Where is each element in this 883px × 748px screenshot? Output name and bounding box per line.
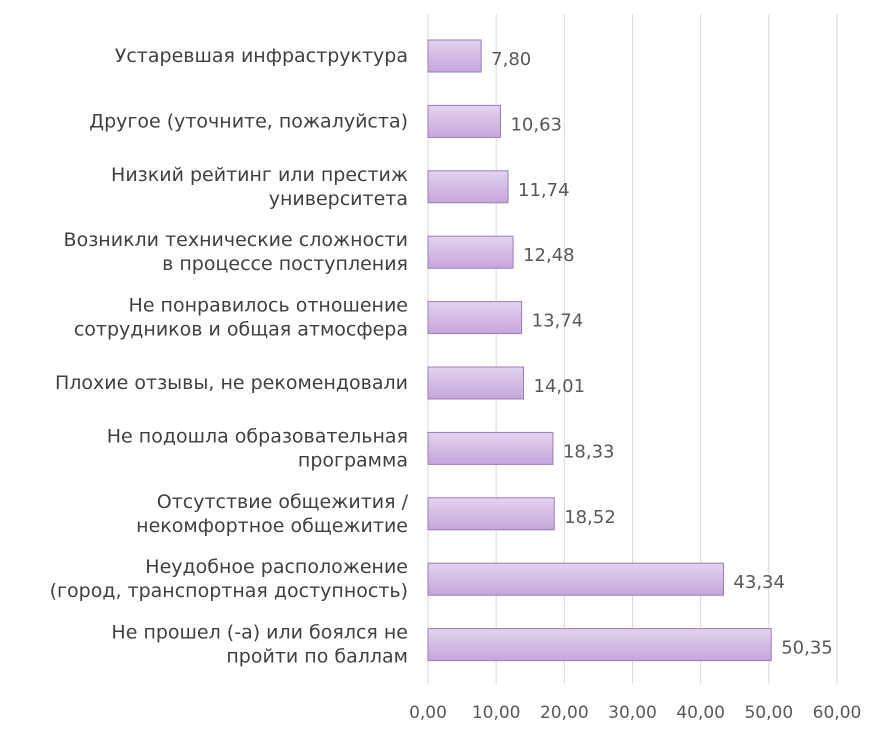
category-label-line: Другое (уточните, пожалуйста)	[89, 110, 408, 132]
bar	[427, 39, 482, 73]
category-label: Не прошел (-а) или боялся не пройти по ба…	[111, 622, 408, 668]
category-label: Возникли технические сложности в процессе…	[64, 229, 408, 275]
x-tick-label: 60,00	[813, 703, 862, 723]
data-label: 10,63	[510, 114, 562, 135]
data-label: 18,33	[563, 441, 615, 462]
x-tick-label: 10,00	[472, 703, 521, 723]
bar	[427, 562, 724, 596]
category-label: Плохие отзывы, не рекомендовали	[55, 372, 408, 394]
category-label-line: Плохие отзывы, не рекомендовали	[55, 372, 408, 394]
data-label: 12,48	[523, 245, 575, 266]
category-label-line: Низкий рейтинг или престиж	[111, 164, 408, 186]
category-label-line: Устаревшая инфраструктура	[115, 45, 408, 67]
bar	[427, 235, 514, 269]
data-label: 14,01	[534, 376, 586, 397]
x-axis-tick-labels: 0,00 10,00 20,00 30,00 40,00 50,00 60,00	[409, 703, 861, 723]
category-labels: Устаревшая инфраструктура Другое (уточнит…	[50, 45, 409, 668]
category-label-line: Неудобное расположение	[145, 556, 408, 578]
bar	[427, 104, 501, 138]
category-label-line: Возникли технические сложности	[64, 229, 408, 251]
category-label: Отсутствие общежития / некомфортное общеж…	[136, 491, 408, 537]
category-label-line: программа	[298, 449, 408, 471]
x-tick-label: 50,00	[744, 703, 793, 723]
category-label: Устаревшая инфраструктура	[115, 45, 408, 67]
data-label: 18,52	[564, 507, 616, 528]
x-tick-label: 20,00	[540, 703, 589, 723]
bar	[427, 301, 523, 335]
bar	[427, 628, 772, 662]
category-label-line: (город, транспортная доступность)	[50, 580, 408, 602]
category-label: Не понравилось отношение сотрудников и об…	[74, 295, 408, 341]
category-label: Не подошла образовательная программа	[107, 425, 408, 471]
bar	[427, 170, 509, 204]
bars	[427, 39, 772, 662]
bar	[427, 431, 554, 465]
data-label: 11,74	[518, 180, 570, 201]
x-tick-label: 40,00	[676, 703, 725, 723]
category-label-line: Не прошел (-а) или боялся не	[111, 622, 408, 644]
bar	[427, 366, 525, 400]
data-label: 13,74	[532, 311, 584, 332]
category-label-line: Не понравилось отношение	[129, 295, 408, 317]
category-label: Другое (уточните, пожалуйста)	[89, 110, 408, 132]
category-label-line: Отсутствие общежития /	[157, 491, 409, 513]
data-labels: 7,80 10,63 11,74 12,48 13,74 14,01 18,33 18,52 4…	[491, 49, 833, 659]
category-label-line: сотрудников и общая атмосфера	[74, 319, 408, 341]
category-label: Неудобное расположение (город, транспортн…	[50, 556, 408, 602]
data-label: 7,80	[491, 49, 531, 70]
x-tick-label: 0,00	[409, 703, 447, 723]
category-label-line: пройти по баллам	[226, 646, 408, 668]
x-tick-label: 30,00	[608, 703, 657, 723]
bar	[427, 497, 555, 531]
data-label: 43,34	[733, 572, 785, 593]
category-label-line: Не подошла образовательная	[107, 425, 408, 447]
category-label-line: некомфортное общежитие	[136, 515, 408, 537]
category-label: Низкий рейтинг или престиж университета	[111, 164, 408, 210]
data-label: 50,35	[781, 638, 833, 659]
category-label-line: университета	[269, 188, 408, 210]
category-label-line: в процессе поступления	[162, 253, 408, 275]
